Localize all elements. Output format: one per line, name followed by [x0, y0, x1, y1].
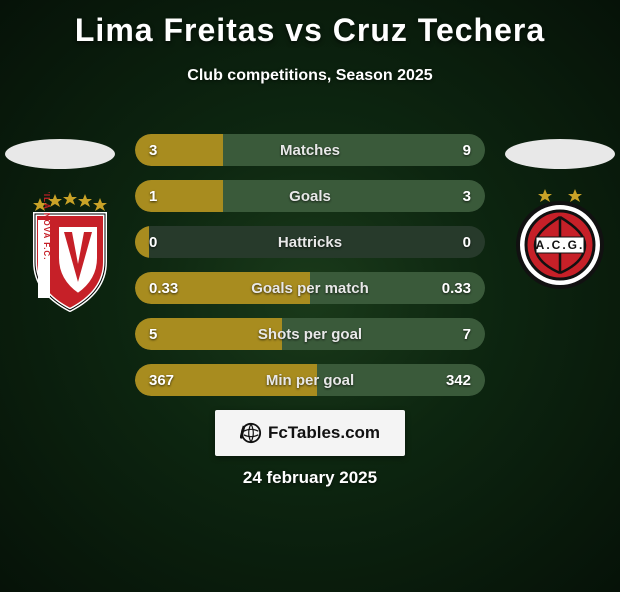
- attribution-text: FcTables.com: [268, 423, 380, 443]
- svg-text:VILA NOVA F.C.: VILA NOVA F.C.: [42, 192, 51, 260]
- stat-bar-right: [223, 134, 486, 166]
- stat-bar-right: [282, 318, 485, 350]
- stat-bar-left: [135, 134, 223, 166]
- stat-row: Goals per match0.330.33: [135, 272, 485, 304]
- stat-value-right: 0: [463, 226, 471, 258]
- vila-nova-crest-icon: VILA NOVA F.C.: [20, 192, 120, 312]
- stat-row: Shots per goal57: [135, 318, 485, 350]
- page-title: Lima Freitas vs Cruz Techera: [0, 12, 620, 49]
- stat-row: Hattricks0 0: [135, 226, 485, 258]
- stat-bar-left: [135, 272, 310, 304]
- stat-bar-right: [310, 272, 485, 304]
- stat-value-left: 0: [149, 226, 157, 258]
- subtitle: Club competitions, Season 2025: [0, 67, 620, 85]
- date-text: 24 february 2025: [0, 468, 620, 488]
- svg-text:A.C.G.: A.C.G.: [536, 238, 585, 252]
- player-left-placeholder: [5, 139, 115, 169]
- acg-crest-icon: A.C.G.: [510, 187, 610, 297]
- stat-row: Min per goal367342: [135, 364, 485, 396]
- stat-bar-right: [317, 364, 485, 396]
- stat-bar-left: [135, 180, 223, 212]
- attribution-badge: FcTables.com: [215, 410, 405, 456]
- stats-list: Matches39 Goals13 Hattricks0 0 Goals per mat…: [135, 134, 485, 396]
- stat-bar-left: [135, 318, 282, 350]
- stat-bar-left: [135, 364, 317, 396]
- fctables-logo-icon: [240, 422, 262, 444]
- player-right-placeholder: [505, 139, 615, 169]
- stat-row: Matches39: [135, 134, 485, 166]
- team-left-crest: VILA NOVA F.C.: [20, 192, 120, 312]
- stat-bar-right: [223, 180, 486, 212]
- team-right-crest: A.C.G.: [510, 187, 610, 307]
- stat-bar-left: [135, 226, 149, 258]
- stat-label: Hattricks: [135, 226, 485, 258]
- stat-row: Goals13: [135, 180, 485, 212]
